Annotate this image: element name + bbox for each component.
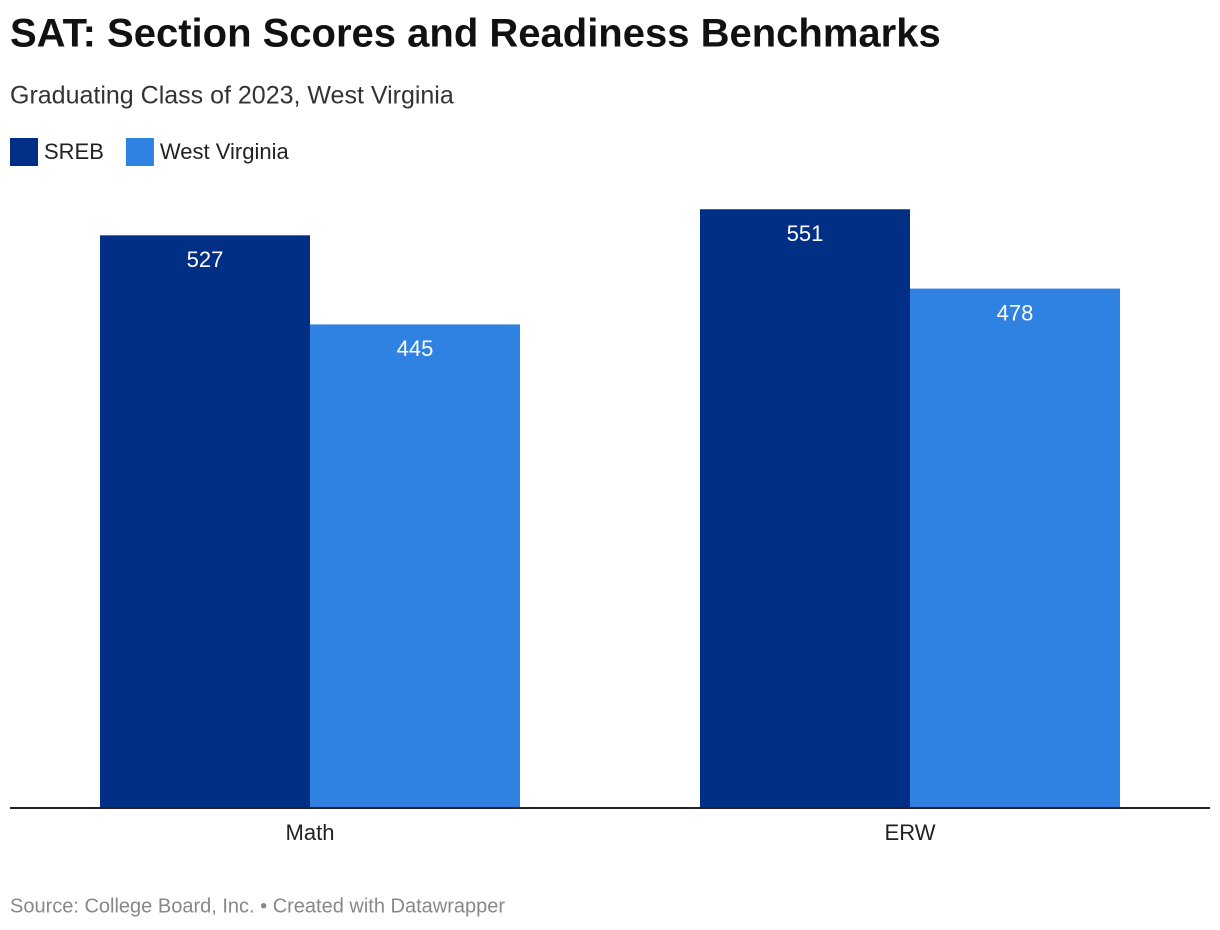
bar <box>700 209 910 808</box>
value-label: 527 <box>187 247 224 272</box>
chart-title: SAT: Section Scores and Readiness Benchm… <box>10 12 941 56</box>
value-label: 551 <box>787 221 824 246</box>
bar <box>310 324 520 808</box>
legend-swatch <box>125 138 154 166</box>
value-label: 445 <box>397 336 434 361</box>
legend-label: SREB <box>44 139 104 164</box>
x-tick-label: Math <box>286 820 335 845</box>
legend-swatch <box>10 138 38 166</box>
source-note: Source: College Board, Inc. • Created wi… <box>10 895 505 917</box>
bar <box>910 288 1120 808</box>
chart-subtitle: Graduating Class of 2023, West Virginia <box>10 82 454 110</box>
x-tick-label: ERW <box>885 820 936 845</box>
value-label: 478 <box>997 300 1034 325</box>
legend-label: West Virginia <box>160 139 290 164</box>
bar <box>100 235 310 808</box>
